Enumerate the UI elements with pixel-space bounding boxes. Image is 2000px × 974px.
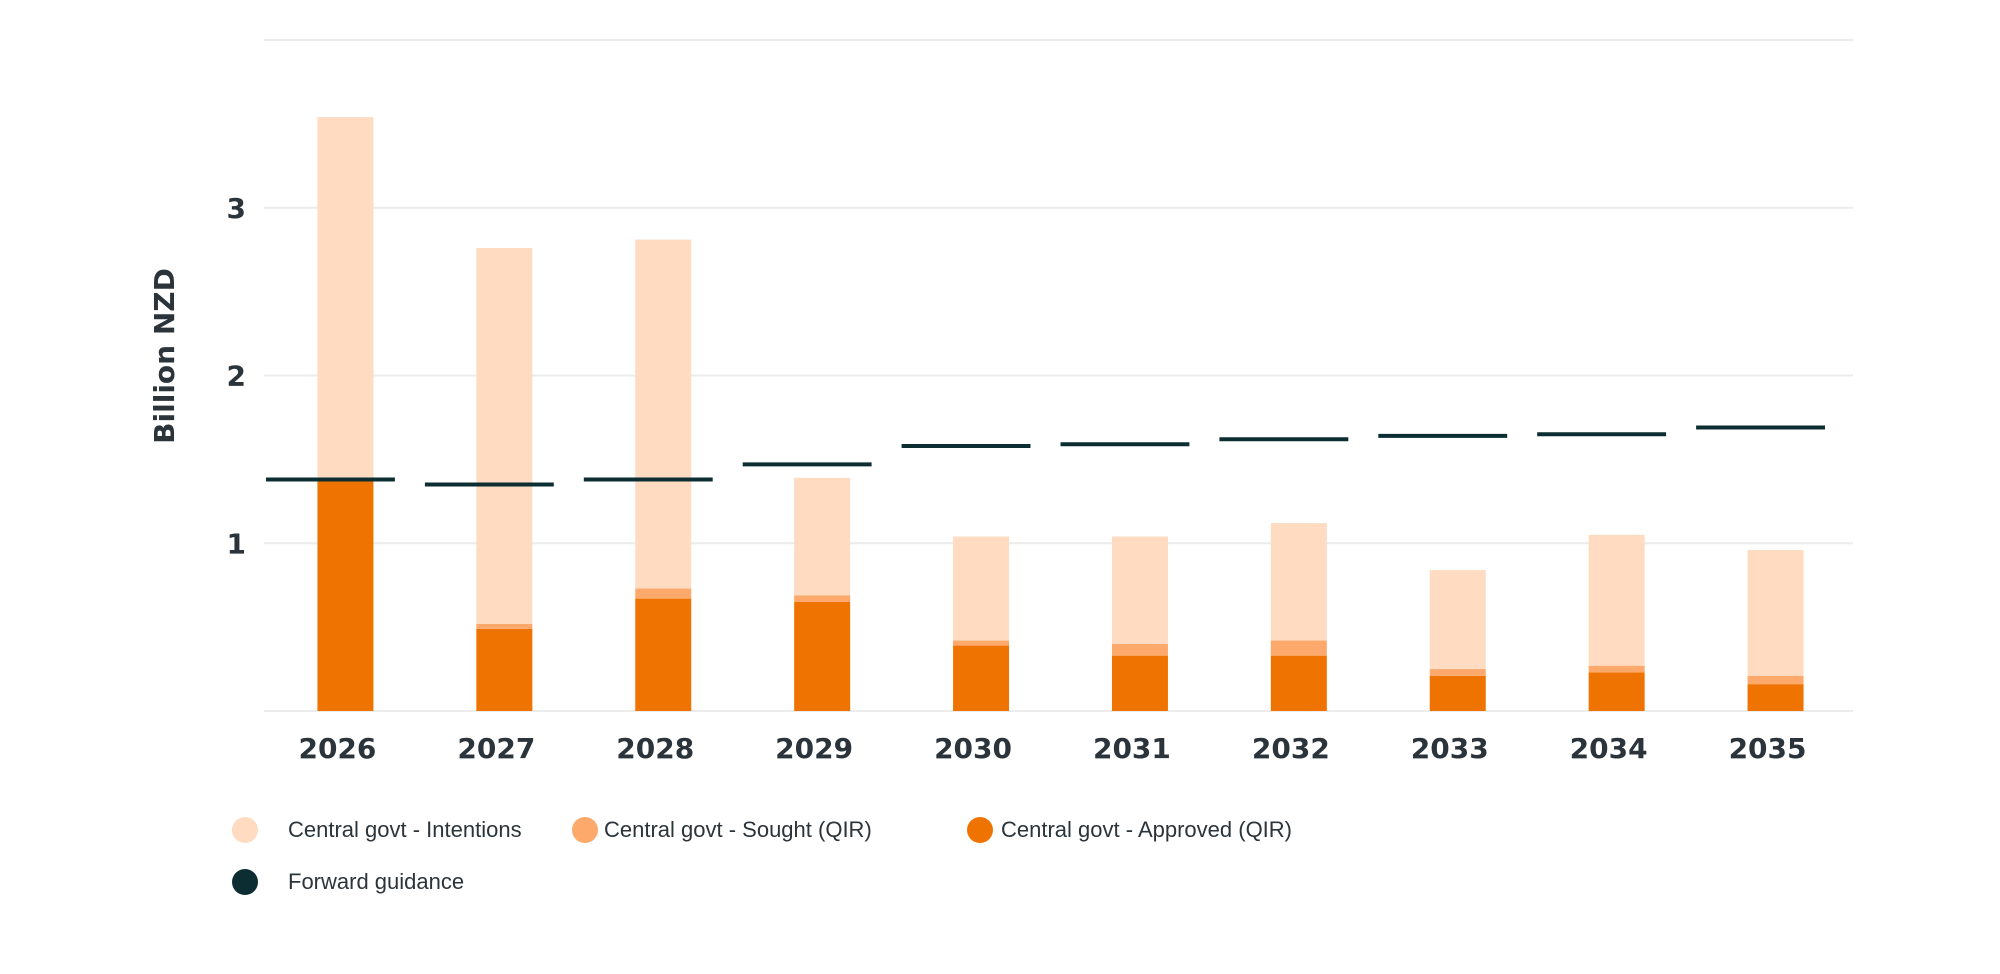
legend-label: Central govt - Approved (QIR) [1001, 817, 1293, 842]
x-tick-label: 2028 [616, 732, 694, 765]
x-tick-label: 2034 [1570, 732, 1648, 765]
y-tick-label: 3 [227, 192, 246, 225]
legend-item-approved[interactable]: Central govt - Approved (QIR) [967, 817, 1292, 843]
y-tick-label: 2 [227, 360, 246, 393]
bar-central-govt-sought-qir [953, 640, 1010, 646]
y-tick-label: 1 [227, 527, 246, 560]
bar-central-govt-sought-qir [476, 623, 533, 629]
bar-central-govt-intentions [1111, 536, 1168, 644]
bar-central-govt-sought-qir [635, 588, 692, 599]
bar-central-govt-sought-qir [1111, 643, 1168, 656]
bar-central-govt-intentions [635, 239, 692, 589]
x-tick-label: 2031 [1093, 732, 1171, 765]
bar-central-govt-intentions [794, 477, 851, 596]
x-tick-label: 2029 [775, 732, 853, 765]
x-axis-ticks: 2026 2027 2028 2029 2030 2031 2032 2033 2034 2035 [298, 732, 1806, 765]
bars [317, 117, 1804, 711]
bar-central-govt-intentions [1747, 549, 1804, 676]
x-tick-label: 2035 [1729, 732, 1807, 765]
x-tick-label: 2032 [1252, 732, 1330, 765]
bar-central-govt-intentions [1429, 570, 1486, 670]
bar-central-govt-sought-qir [1588, 665, 1645, 673]
bar-central-govt-approved-qir [1429, 675, 1486, 711]
legend-item-forward-guidance[interactable]: Forward guidance [232, 869, 464, 895]
legend-dot-sought-icon [572, 817, 598, 843]
bar-central-govt-approved-qir [476, 628, 533, 711]
bar-central-govt-intentions [1270, 523, 1327, 641]
legend-item-intentions[interactable]: Central govt - Intentions [232, 817, 522, 843]
bar-central-govt-approved-qir [635, 598, 692, 711]
bar-central-govt-approved-qir [1270, 655, 1327, 711]
y-axis-ticks: 1 2 3 [227, 192, 246, 561]
x-tick-label: 2030 [934, 732, 1012, 765]
y-axis-title: Billion NZD [148, 268, 181, 444]
bar-central-govt-sought-qir [1429, 669, 1486, 676]
forward-guidance-levels [266, 425, 1825, 487]
x-tick-label: 2033 [1411, 732, 1489, 765]
legend-dot-approved-icon [967, 817, 993, 843]
x-tick-label: 2026 [298, 732, 376, 765]
legend-dot-forward-guidance-icon [232, 869, 258, 895]
bar-central-govt-sought-qir [1747, 675, 1804, 685]
legend-label: Central govt - Sought (QIR) [604, 817, 872, 842]
bar-central-govt-approved-qir [1747, 684, 1804, 711]
bar-central-govt-sought-qir [794, 595, 851, 602]
bar-central-govt-approved-qir [953, 645, 1010, 711]
legend-item-sought[interactable]: Central govt - Sought (QIR) [572, 817, 872, 843]
bar-central-govt-approved-qir [1588, 672, 1645, 711]
bar-central-govt-approved-qir [1111, 655, 1168, 711]
legend-label: Forward guidance [288, 869, 465, 894]
bar-central-govt-intentions [953, 536, 1010, 641]
x-tick-label: 2027 [457, 732, 535, 765]
bar-central-govt-approved-qir [317, 477, 374, 711]
bar-central-govt-sought-qir [1270, 640, 1327, 656]
bar-central-govt-intentions [1588, 534, 1645, 666]
legend-label: Central govt - Intentions [288, 817, 522, 842]
bar-central-govt-intentions [317, 117, 374, 478]
bar-central-govt-intentions [476, 248, 533, 624]
legend-dot-intentions-icon [232, 817, 258, 843]
bar-central-govt-approved-qir [794, 601, 851, 711]
